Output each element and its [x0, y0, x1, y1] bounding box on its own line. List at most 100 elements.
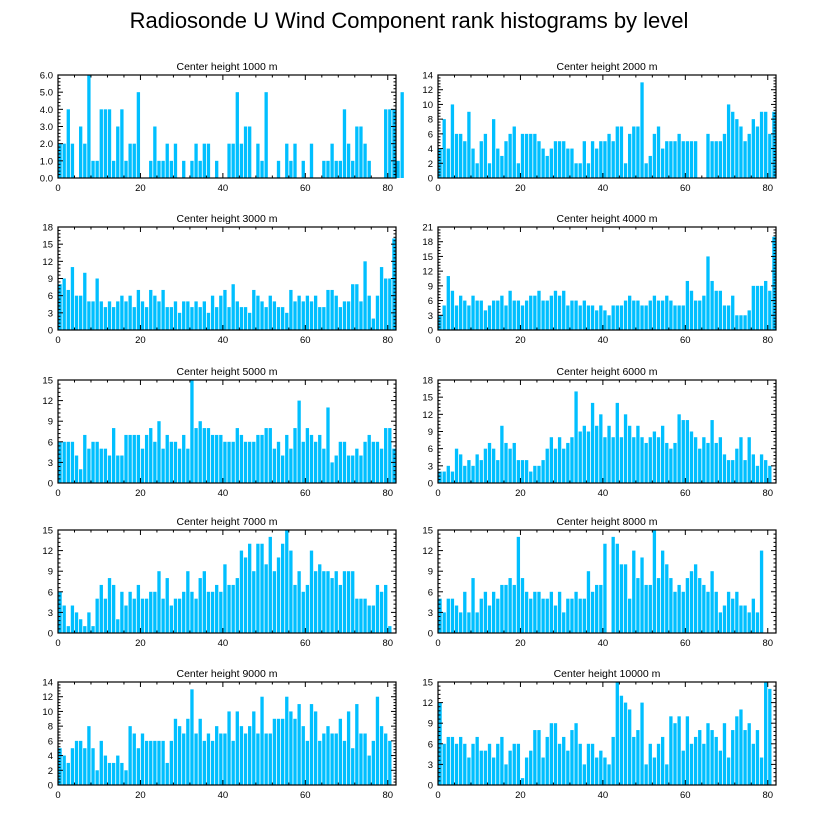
histogram-bar — [293, 428, 297, 483]
histogram-bar — [280, 543, 285, 633]
histogram-bar — [652, 133, 657, 178]
x-tick-label: 40 — [218, 335, 229, 346]
histogram-bar — [367, 755, 371, 785]
histogram-bar — [367, 295, 371, 330]
histogram-bar — [260, 301, 264, 330]
histogram-bar — [743, 605, 747, 633]
histogram-bar — [103, 755, 108, 785]
histogram-bar — [504, 764, 508, 785]
histogram-bar — [190, 307, 194, 330]
x-tick-label: 80 — [762, 335, 773, 346]
histogram-bar — [313, 295, 318, 330]
histogram-bar — [450, 290, 455, 330]
histogram-bar — [210, 740, 215, 785]
panel-9: Center height 9000 m 0 20 40 60 80 0 2 4 6 8 10 12 14 — [42, 668, 397, 801]
histogram-bar — [107, 578, 112, 633]
histogram-bar — [570, 437, 574, 483]
histogram-bar — [615, 682, 619, 785]
histogram-bar — [248, 441, 252, 483]
histogram-bar — [603, 141, 607, 178]
histogram-bar — [578, 163, 582, 178]
histogram-bar — [693, 300, 698, 330]
histogram-bar — [731, 111, 735, 178]
histogram-bar — [388, 109, 392, 178]
histogram-bar — [640, 437, 644, 483]
histogram-bar — [140, 598, 145, 633]
y-tick-label: 0 — [48, 629, 53, 640]
histogram-bar — [656, 578, 661, 633]
histogram-bar — [157, 421, 161, 483]
histogram-bar — [669, 578, 673, 633]
histogram-bar — [120, 455, 124, 483]
histogram-bar — [562, 141, 566, 178]
y-tick-label: 0 — [428, 326, 433, 337]
histogram-bar — [70, 605, 75, 633]
histogram-bar — [524, 300, 529, 330]
histogram-bar — [603, 310, 607, 330]
histogram-bar — [276, 718, 281, 785]
histogram-bar — [718, 141, 723, 178]
histogram-bar — [215, 726, 219, 785]
histogram-bar — [479, 598, 483, 633]
histogram-bar — [243, 126, 248, 178]
histogram-bar — [87, 75, 91, 178]
histogram-bar — [739, 315, 743, 330]
histogram-bar — [574, 163, 578, 178]
histogram-bar — [665, 141, 669, 178]
histogram-bar — [359, 126, 363, 178]
histogram-bar — [516, 743, 521, 785]
x-tick-label: 0 — [435, 183, 440, 194]
y-tick-label: 6 — [428, 444, 433, 455]
histogram-bar — [371, 318, 375, 330]
histogram-bar — [442, 305, 446, 330]
histogram-bar — [599, 750, 603, 785]
histogram-bar — [611, 141, 615, 178]
histogram-bar — [351, 455, 355, 483]
histogram-bar — [342, 740, 347, 785]
histogram-bar — [603, 543, 607, 633]
histogram-bar — [726, 460, 731, 483]
histogram-bar — [256, 434, 260, 483]
histogram-bar — [149, 591, 153, 633]
histogram-bar — [533, 295, 537, 330]
histogram-bar — [446, 736, 450, 785]
histogram-bar — [318, 307, 322, 330]
histogram-bar — [293, 584, 297, 633]
histogram-bar — [280, 307, 285, 330]
histogram-bar — [58, 284, 62, 330]
histogram-bar — [128, 434, 132, 483]
histogram-bar — [454, 133, 459, 178]
panel-5: Center height 5000 m 0 20 40 60 80 0 3 6 9 12 15 — [42, 366, 397, 499]
histogram-bar — [346, 143, 351, 178]
histogram-bar — [359, 301, 363, 330]
histogram-bar — [169, 441, 174, 483]
histogram-bar — [623, 564, 628, 633]
histogram-bar — [450, 598, 455, 633]
x-tick-label: 20 — [135, 335, 146, 346]
histogram-bar — [483, 448, 488, 483]
histogram-bar — [272, 718, 277, 785]
y-tick-label: 15 — [42, 240, 53, 251]
histogram-bar — [66, 109, 70, 178]
histogram-bar — [759, 285, 764, 330]
histogram-bar — [706, 723, 710, 785]
histogram-bar — [479, 750, 483, 785]
histogram-bar — [132, 733, 136, 785]
histogram-bar — [500, 155, 504, 178]
y-tick-label: 3 — [48, 458, 53, 469]
plot-frame — [57, 681, 397, 786]
histogram-bar — [714, 290, 718, 330]
y-tick-label: 9 — [428, 427, 433, 438]
histogram-bar — [710, 571, 714, 633]
y-tick-label: 3 — [428, 760, 433, 771]
histogram-bar — [309, 301, 314, 330]
histogram-bar — [722, 723, 727, 785]
histogram-bar — [524, 757, 529, 785]
histogram-bar — [231, 740, 235, 785]
histogram-bar — [726, 757, 731, 785]
histogram-bar — [582, 300, 586, 330]
histogram-bar — [648, 584, 652, 633]
histogram-bar — [355, 448, 359, 483]
histogram-bar — [450, 736, 455, 785]
histogram-bar — [557, 743, 562, 785]
